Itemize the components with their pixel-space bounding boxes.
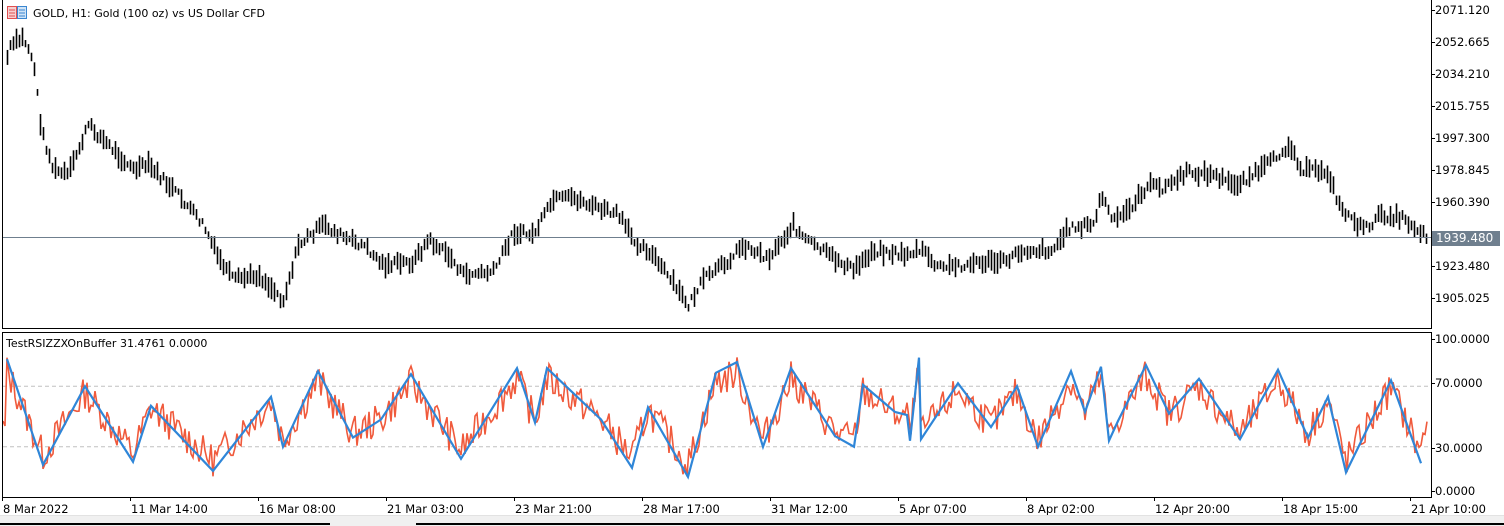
price-tick [1431, 10, 1435, 11]
price-tick [1431, 170, 1435, 171]
time-axis[interactable]: 8 Mar 2022 11 Mar 14:00 16 Mar 08:00 21 Mar… [0, 497, 1486, 516]
price-bars [3, 27, 1431, 312]
price-axis-label: 2052.665 [1435, 35, 1490, 49]
price-axis-label: 2071.120 [1435, 3, 1490, 17]
time-axis-label: 16 Mar 08:00 [259, 502, 336, 516]
price-axis-label: 1905.025 [1435, 291, 1490, 305]
price-tick [1431, 298, 1435, 299]
price-axis-label: 1960.390 [1435, 195, 1490, 209]
indicator-pane[interactable]: TestRSIZZXOnBuffer 31.4761 0.0000 [2, 332, 1432, 498]
time-tick [898, 497, 899, 501]
indicator-axis-label: 70.0000 [1435, 376, 1483, 390]
indicator-axis[interactable]: 100.0000 70.0000 30.0000 0.0000 [1431, 332, 1504, 498]
time-tick [386, 497, 387, 501]
indicator-tick [1431, 491, 1435, 492]
time-tick [770, 497, 771, 501]
time-axis-label: 31 Mar 12:00 [771, 502, 848, 516]
price-axis-label: 1923.480 [1435, 259, 1490, 273]
horizontal-scrollbar[interactable] [0, 515, 1504, 526]
indicator-tick [1431, 448, 1435, 449]
scroll-track-left [0, 523, 330, 525]
time-axis-label: 23 Mar 21:00 [515, 502, 592, 516]
current-price-badge: 1939.480 [1432, 231, 1500, 246]
price-chart-pane[interactable]: GOLD, H1: Gold (100 oz) vs US Dollar CFD [2, 0, 1432, 329]
indicator-title: TestRSIZZXOnBuffer 31.4761 0.0000 [6, 337, 208, 350]
time-axis-label: 21 Apr 10:00 [1411, 502, 1486, 516]
time-axis-label: 11 Mar 14:00 [131, 502, 208, 516]
time-axis-label: 8 Apr 02:00 [1027, 502, 1095, 516]
price-axis-label: 2015.755 [1435, 99, 1490, 113]
time-axis-label: 8 Mar 2022 [3, 502, 69, 516]
price-tick [1431, 138, 1435, 139]
price-tick [1431, 106, 1435, 107]
price-axis-label: 1978.845 [1435, 163, 1490, 177]
indicator-axis-label: 0.0000 [1435, 484, 1476, 498]
time-axis-label: 28 Mar 17:00 [643, 502, 720, 516]
price-tick [1431, 42, 1435, 43]
price-axis-label: 2034.210 [1435, 67, 1490, 81]
time-tick [2, 497, 3, 501]
time-tick [258, 497, 259, 501]
time-tick [130, 497, 131, 501]
indicator-tick [1431, 383, 1435, 384]
price-tick [1431, 74, 1435, 75]
price-tick [1431, 202, 1435, 203]
chart-window-icon [7, 6, 27, 22]
time-axis-label: 12 Apr 20:00 [1155, 502, 1230, 516]
time-tick [1026, 497, 1027, 501]
time-axis-label: 21 Mar 03:00 [387, 502, 464, 516]
time-axis-label: 5 Apr 07:00 [899, 502, 967, 516]
chart-title: GOLD, H1: Gold (100 oz) vs US Dollar CFD [33, 7, 265, 20]
scroll-track-right [416, 523, 1504, 525]
time-tick [642, 497, 643, 501]
time-axis-label: 18 Apr 15:00 [1283, 502, 1358, 516]
time-tick [1282, 497, 1283, 501]
indicator-axis-label: 100.0000 [1435, 332, 1490, 346]
time-tick [1410, 497, 1411, 501]
rsi-zigzag-plot [3, 357, 1431, 480]
indicator-tick [1431, 339, 1435, 340]
indicator-axis-label: 30.0000 [1435, 441, 1483, 455]
price-tick [1431, 266, 1435, 267]
price-axis-label: 1997.300 [1435, 131, 1490, 145]
time-tick [1154, 497, 1155, 501]
time-tick [514, 497, 515, 501]
price-axis[interactable]: 2071.120 2052.665 2034.210 2015.755 1997.300… [1431, 0, 1504, 330]
